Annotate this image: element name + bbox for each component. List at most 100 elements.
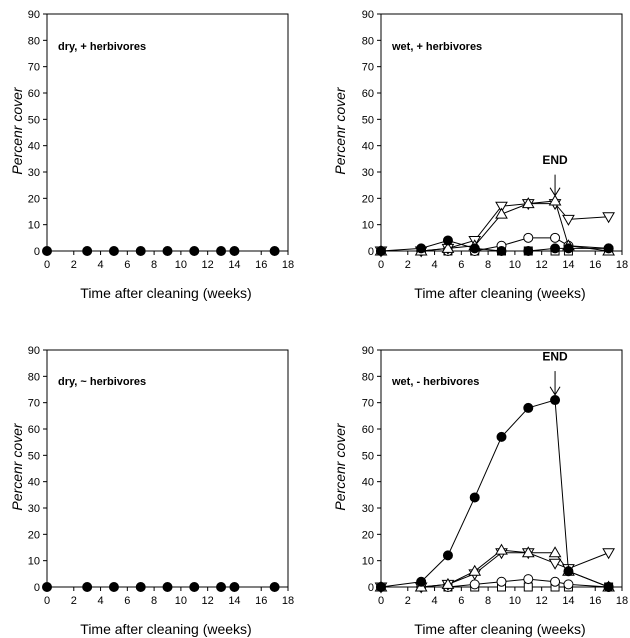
- y-tick-label: 10: [28, 220, 40, 232]
- y-axis-label: Percenr cover: [9, 422, 25, 510]
- y-tick-label: 90: [362, 345, 374, 357]
- panel-label: wet, - herbivores: [391, 376, 479, 388]
- marker-open-square: [523, 582, 533, 592]
- x-tick-label: 12: [202, 595, 214, 607]
- panel-wet-minus-herbivores: wet, - herbivores Time after cleaning (w…: [332, 345, 628, 637]
- marker-open-circle: [523, 574, 534, 585]
- y-tick-label: 90: [28, 345, 40, 357]
- marker-open-triangle-down: [602, 212, 615, 224]
- marker-filled-circle: [550, 395, 561, 406]
- x-tick-label: 2: [405, 259, 411, 271]
- marker-filled-circle: [496, 431, 507, 442]
- y-tick-label: 10: [28, 556, 40, 568]
- y-tick-label: 40: [362, 477, 374, 489]
- marker-filled-circle: [603, 582, 614, 592]
- marker-open-triangle-up: [495, 543, 508, 555]
- marker-filled-circle: [442, 235, 453, 246]
- y-tick-label: 40: [28, 477, 40, 489]
- y-tick-label: 70: [28, 62, 40, 74]
- x-tick-label: 18: [616, 259, 628, 271]
- panel-label: wet, + herbivores: [391, 41, 482, 53]
- y-tick-label: 0: [34, 246, 40, 258]
- x-tick-label: 4: [97, 259, 103, 271]
- y-tick-label: 10: [362, 556, 374, 568]
- plot-area: 0 10 20 30 40 50 60 70 80 90 0 2 4 6 8 10 12 14 16 18 END: [362, 9, 628, 271]
- x-tick-label: 16: [589, 259, 601, 271]
- marker-filled-circle: [108, 582, 119, 592]
- y-tick-label: 50: [362, 450, 374, 462]
- x-tick-label: 2: [71, 259, 77, 271]
- x-tick-label: 10: [509, 595, 521, 607]
- y-axis-label: Percenr cover: [332, 422, 348, 510]
- series-line-open-triangle-up: [381, 200, 609, 252]
- y-tick-label: 40: [362, 141, 374, 153]
- x-axis-label: Time after cleaning (weeks): [80, 621, 251, 637]
- marker-filled-circle: [135, 246, 146, 256]
- x-tick-label: 2: [405, 595, 411, 607]
- panel-dry-minus-herbivores: dry, ~ herbivores Time after cleaning (w…: [9, 345, 294, 637]
- x-tick-label: 18: [282, 259, 294, 271]
- x-tick-label: 16: [255, 259, 267, 271]
- x-tick-label: 12: [536, 595, 548, 607]
- marker-filled-circle: [189, 582, 200, 592]
- y-tick-label: 30: [362, 167, 374, 179]
- marker-filled-circle: [189, 246, 200, 256]
- y-tick-label: 20: [28, 193, 40, 205]
- marker-filled-circle: [416, 576, 427, 587]
- marker-filled-circle: [523, 402, 534, 413]
- marker-filled-circle: [216, 582, 227, 592]
- plot-area: 0 10 20 30 40 50 60 70 80 90 0 2 4 6 8 10 12 14 16 18: [28, 345, 294, 607]
- x-axis-label: Time after cleaning (weeks): [80, 285, 251, 301]
- marker-filled-circle: [469, 492, 480, 503]
- marker-filled-circle: [162, 246, 173, 256]
- x-tick-label: 14: [228, 259, 240, 271]
- marker-open-circle: [523, 232, 534, 243]
- x-tick-label: 0: [378, 595, 384, 607]
- x-tick-label: 8: [485, 595, 491, 607]
- marker-filled-circle: [442, 550, 453, 561]
- x-tick-label: 16: [589, 595, 601, 607]
- y-tick-label: 20: [28, 529, 40, 541]
- y-tick-label: 30: [362, 503, 374, 515]
- x-tick-label: 4: [97, 595, 103, 607]
- y-tick-label: 10: [362, 220, 374, 232]
- marker-filled-circle: [496, 246, 507, 256]
- x-tick-label: 8: [151, 259, 157, 271]
- marker-filled-circle: [216, 246, 227, 256]
- marker-open-circle: [550, 576, 561, 587]
- y-tick-label: 70: [28, 398, 40, 410]
- x-tick-label: 8: [151, 595, 157, 607]
- marker-filled-circle: [135, 582, 146, 592]
- marker-filled-circle: [469, 243, 480, 254]
- plot-area: 0 10 20 30 40 50 60 70 80 90 0 2 4 6 8 10 12 14 16 18: [28, 9, 294, 271]
- marker-filled-circle: [523, 246, 534, 256]
- x-tick-label: 10: [175, 259, 187, 271]
- annotation-end-label: END: [542, 153, 568, 167]
- marker-filled-circle: [42, 246, 52, 256]
- x-tick-label: 6: [124, 259, 130, 271]
- y-tick-label: 70: [362, 62, 374, 74]
- x-tick-label: 2: [71, 595, 77, 607]
- x-tick-label: 0: [378, 259, 384, 271]
- y-tick-label: 90: [28, 9, 40, 21]
- plot-area: 0 10 20 30 40 50 60 70 80 90 0 2 4 6 8 10 12 14 16 18 END: [362, 345, 628, 607]
- y-axis-label: Percenr cover: [332, 86, 348, 174]
- marker-open-triangle-up: [521, 546, 535, 558]
- panel-label: dry, ~ herbivores: [58, 376, 146, 388]
- marker-filled-circle: [269, 582, 280, 592]
- marker-open-circle: [469, 579, 480, 590]
- y-tick-label: 70: [362, 398, 374, 410]
- x-tick-label: 10: [175, 595, 187, 607]
- marker-filled-circle: [376, 582, 386, 592]
- marker-filled-circle: [82, 582, 93, 592]
- panel-label: dry, + herbivores: [58, 41, 146, 53]
- marker-filled-circle: [229, 246, 240, 256]
- x-tick-label: 12: [536, 259, 548, 271]
- marker-open-triangle-down: [562, 214, 575, 226]
- y-tick-label: 50: [362, 114, 374, 126]
- y-tick-label: 50: [28, 114, 40, 126]
- x-tick-label: 12: [202, 259, 214, 271]
- y-tick-label: 0: [34, 582, 40, 594]
- x-tick-label: 10: [509, 259, 521, 271]
- x-tick-label: 4: [431, 595, 437, 607]
